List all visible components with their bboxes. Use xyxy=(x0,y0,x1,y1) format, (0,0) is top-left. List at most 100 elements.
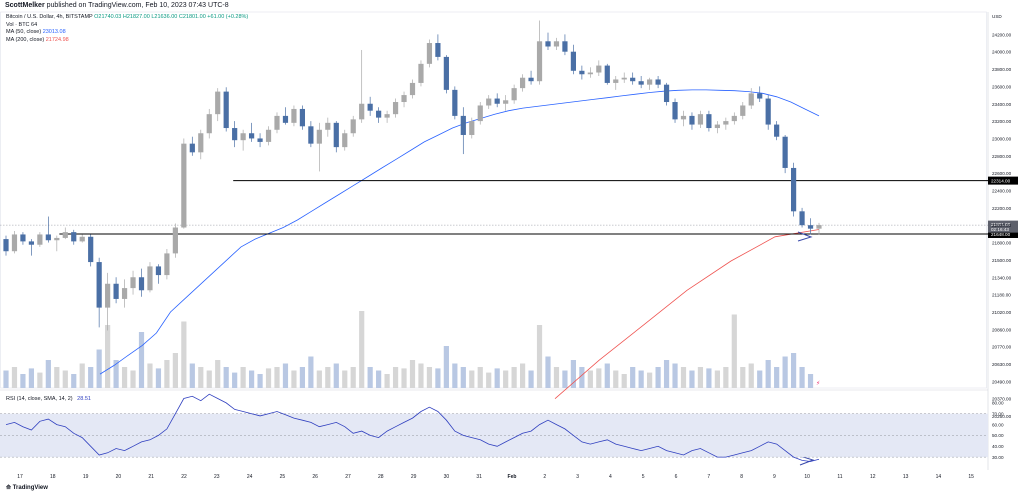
tradingview-logo[interactable]: ⟰ TradingView xyxy=(6,484,48,491)
volume-bar xyxy=(232,372,238,388)
ma50-label: MA (50, close) xyxy=(6,29,42,35)
volume-bar xyxy=(596,368,602,388)
candle-body xyxy=(384,114,390,118)
date-tick-label: 3 xyxy=(576,474,579,480)
volume-bar xyxy=(88,367,94,388)
candle-body xyxy=(748,93,754,106)
candle-body xyxy=(443,56,449,90)
rsi-tick-label: 80.00 xyxy=(992,401,1004,406)
price-tick-label: 21180.00 xyxy=(992,293,1011,298)
volume-bar xyxy=(621,374,627,388)
volume-bar xyxy=(511,367,517,388)
brand-text: TradingView xyxy=(12,485,48,491)
candle-body xyxy=(121,288,128,299)
candle-body xyxy=(189,143,195,153)
volume-bar xyxy=(240,367,246,388)
ma50-row[interactable]: MA (50, close) 23013.08 xyxy=(6,29,248,37)
date-tick-label: 9 xyxy=(773,474,776,480)
volume-bar xyxy=(418,363,424,388)
candle-body xyxy=(45,234,51,241)
candle-body xyxy=(232,128,238,141)
candle-body xyxy=(409,82,416,96)
ma50-value: 23013.08 xyxy=(42,29,66,35)
candle-body xyxy=(215,91,221,115)
rsi-tick-label: 50.00 xyxy=(992,433,1004,438)
symbol-title[interactable]: Bitcoin / U.S. Dollar, 4h, BITSTAMP xyxy=(6,14,93,20)
candle-body xyxy=(20,234,26,242)
candle-body xyxy=(37,234,43,245)
volume-bar xyxy=(469,370,475,388)
candle-body xyxy=(511,88,517,101)
candle-body xyxy=(11,234,18,252)
volume-bar xyxy=(367,367,373,388)
candle-body xyxy=(28,241,35,245)
candle-body xyxy=(790,167,797,212)
date-tick-label: 13 xyxy=(903,474,909,480)
candle-body xyxy=(96,262,102,308)
volume-bar xyxy=(630,367,636,388)
volume-bar xyxy=(20,374,26,388)
price-tick-label: 21800.00 xyxy=(992,241,1012,246)
candle-body xyxy=(604,65,610,83)
volume-bar xyxy=(350,367,356,388)
ma200-row[interactable]: MA (200, close) 21724.98 xyxy=(6,37,248,45)
candle-body xyxy=(562,41,568,52)
level-price-tag xyxy=(988,229,1018,238)
price-tick-label: 20860.00 xyxy=(992,327,1012,332)
author-name[interactable]: ScottMelker xyxy=(5,2,45,9)
candle-body xyxy=(663,84,670,103)
date-tick-label: 15 xyxy=(968,474,974,480)
candle-body xyxy=(155,266,162,276)
volume-bar xyxy=(731,314,737,388)
price-tick-label: 21340.00 xyxy=(992,275,1012,280)
price-tick-label: 21500.00 xyxy=(992,258,1012,263)
candle-body xyxy=(680,115,687,120)
volume-bar xyxy=(647,372,653,388)
volume-bar xyxy=(130,370,136,388)
price-tick-label: 22800.00 xyxy=(992,154,1012,159)
volume-bar xyxy=(198,367,204,388)
candle-body xyxy=(198,133,204,153)
volume-bar xyxy=(45,360,51,388)
candle-body xyxy=(401,95,407,103)
date-tick-label: 10 xyxy=(804,474,810,480)
volume-bar xyxy=(613,370,619,388)
date-tick-label: Feb xyxy=(508,474,517,480)
candle-body xyxy=(172,227,178,254)
candle-body xyxy=(435,43,441,57)
volume-bar xyxy=(282,363,289,388)
price-tick-label: 24200.00 xyxy=(992,32,1012,37)
candle-body xyxy=(647,79,653,85)
date-tick-label: 7 xyxy=(707,474,710,480)
rsi-legend[interactable]: RSI (14, close, SMA, 14, 2) 28.51 xyxy=(6,396,91,402)
level-price-tag xyxy=(988,176,1018,185)
volume-row[interactable]: Vol · BTC 64 xyxy=(6,21,38,28)
bolt-icon[interactable]: ⚡ xyxy=(816,380,820,387)
date-tick-label: 2 xyxy=(543,474,546,480)
volume-bar xyxy=(223,367,229,388)
ma200-path xyxy=(554,229,820,400)
candle-body xyxy=(613,79,619,83)
price-axis[interactable]: USD 24200.00 24000.00 23800.00 23600.00 23400… xyxy=(992,14,1012,460)
price-tick-label: 20770.00 xyxy=(992,345,1012,350)
date-tick-label: 26 xyxy=(312,474,318,480)
candle-body xyxy=(113,283,119,299)
volume-bar xyxy=(409,360,416,388)
candle-body xyxy=(503,100,509,104)
ma50-line xyxy=(99,89,820,375)
date-tick-label: 25 xyxy=(280,474,286,480)
candle-body xyxy=(105,283,111,308)
ma200-label: MA (200, close) xyxy=(6,36,45,43)
volume-bar xyxy=(528,370,534,388)
price-grid xyxy=(0,11,989,470)
time-axis[interactable]: 17 18 19 20 21 22 23 24 25 26 27 28 29 30 31 Feb 2 3 4 5 6 7 8… xyxy=(17,474,974,480)
volume-bar xyxy=(553,367,560,388)
candle-body xyxy=(528,77,534,82)
volume-bar xyxy=(435,368,441,388)
candles xyxy=(3,20,822,331)
candle-body xyxy=(308,126,314,144)
ohlc-values: O21740.03 H21827.00 L21636.00 C21801.00 … xyxy=(94,14,249,20)
volume-bar xyxy=(765,360,771,388)
